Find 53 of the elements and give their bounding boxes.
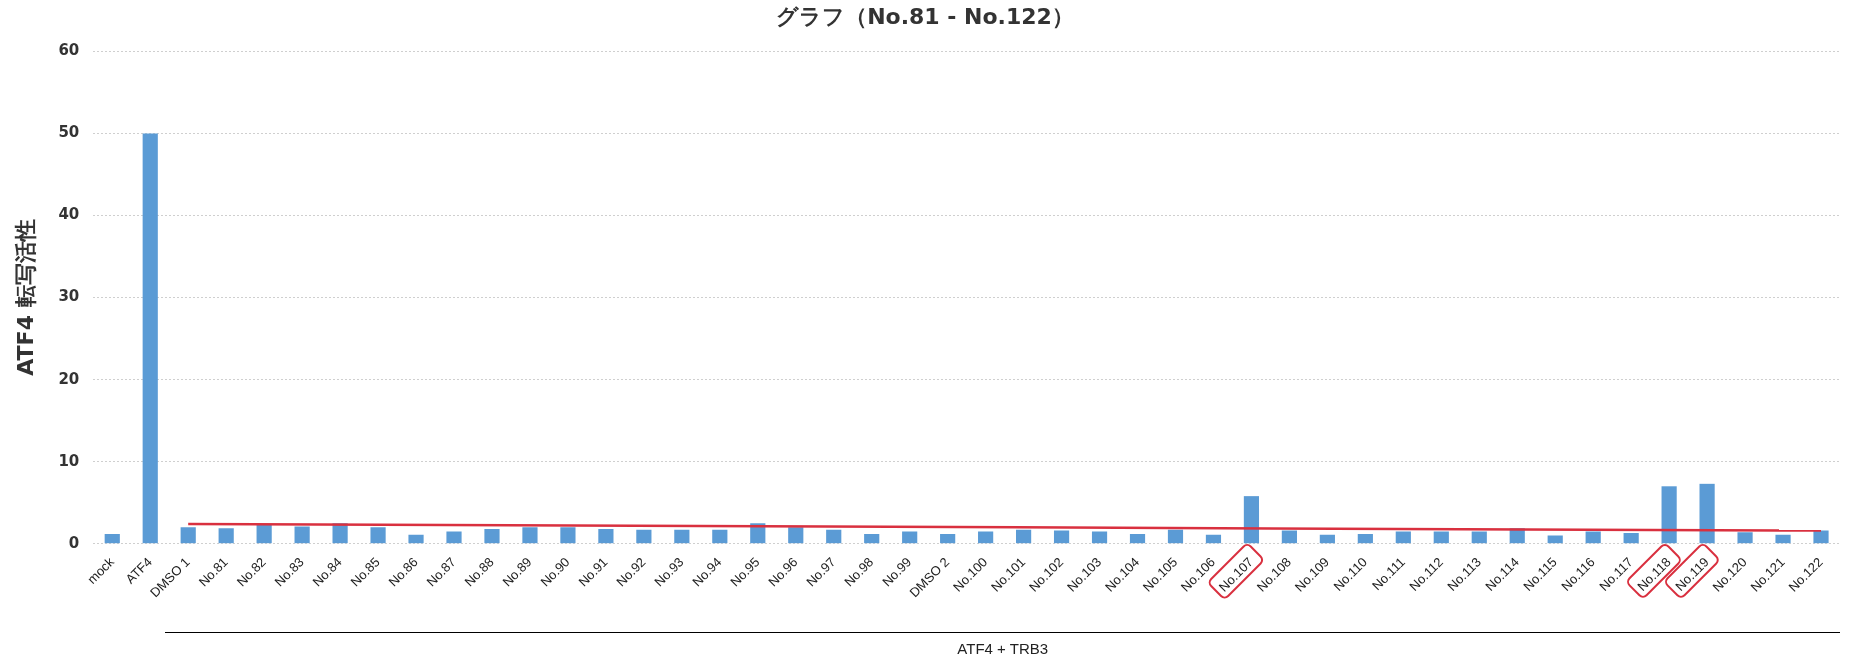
bar bbox=[1243, 496, 1260, 544]
chart-title: グラフ（No.81 - No.122） bbox=[776, 3, 1074, 29]
bar bbox=[1433, 531, 1449, 544]
x-axis-title: ATF4 + TRB3 bbox=[957, 640, 1049, 657]
y-axis-title: ATF4 転写活性 bbox=[12, 219, 38, 376]
bar bbox=[598, 528, 614, 544]
y-tick-label: 20 bbox=[58, 369, 80, 388]
bar bbox=[674, 529, 690, 544]
y-tick-label: 0 bbox=[68, 533, 80, 552]
bar bbox=[408, 534, 424, 544]
y-tick-label: 40 bbox=[58, 205, 80, 224]
bar bbox=[1167, 529, 1184, 544]
bar bbox=[370, 527, 386, 544]
y-tick-label: 50 bbox=[58, 123, 80, 142]
bar bbox=[1281, 530, 1297, 544]
y-tick-label: 10 bbox=[58, 451, 80, 470]
bar bbox=[1623, 533, 1639, 544]
bar bbox=[218, 528, 234, 544]
bar bbox=[1357, 533, 1373, 544]
bar bbox=[1661, 486, 1677, 544]
bar bbox=[1471, 531, 1487, 544]
bar bbox=[1395, 531, 1411, 544]
bar bbox=[1547, 535, 1563, 544]
bar bbox=[940, 533, 956, 544]
bar bbox=[560, 527, 576, 544]
bar bbox=[180, 527, 196, 544]
bar bbox=[1775, 534, 1791, 544]
bar bbox=[142, 133, 158, 544]
bar bbox=[1699, 483, 1715, 544]
bar bbox=[712, 529, 728, 544]
bar bbox=[1319, 534, 1335, 544]
y-tick-label: 30 bbox=[58, 287, 80, 306]
bar bbox=[978, 531, 994, 544]
y-tick-label: 60 bbox=[58, 41, 80, 60]
bar bbox=[1053, 530, 1070, 544]
bar bbox=[636, 529, 652, 544]
bar bbox=[1205, 534, 1222, 544]
bar bbox=[1016, 529, 1032, 544]
bar bbox=[902, 531, 918, 544]
bar bbox=[446, 531, 462, 544]
bar bbox=[1737, 532, 1753, 544]
bar bbox=[522, 527, 538, 544]
bar bbox=[788, 527, 804, 544]
bar bbox=[104, 533, 120, 544]
bar bbox=[1585, 531, 1601, 544]
bar bbox=[1813, 530, 1829, 544]
bar bbox=[864, 533, 880, 544]
bar bbox=[826, 529, 842, 544]
bar bbox=[1129, 533, 1146, 544]
bar bbox=[256, 524, 272, 544]
bar bbox=[294, 526, 310, 544]
bar bbox=[484, 528, 500, 544]
bar bbox=[1091, 531, 1108, 544]
